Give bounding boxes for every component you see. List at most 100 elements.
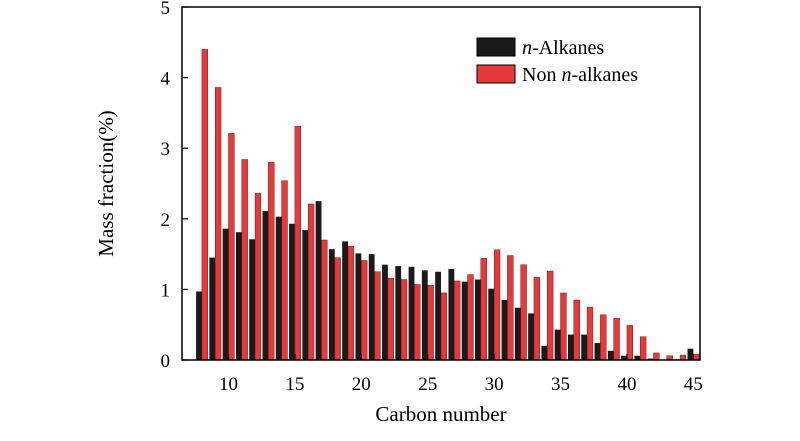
bar-non-n-alkanes-c41 [640,336,647,361]
x-tick-label: 10 [219,374,238,395]
legend-label-non-n-alkanes-pre: Non [522,64,561,86]
bar-n-alkanes-c10 [222,228,229,360]
legend-label-non-n-alkanes-rest: -alkanes [571,64,638,86]
bar-non-n-alkanes-c26 [440,292,448,361]
bar-non-n-alkanes-c13 [268,162,275,361]
bar-non-n-alkanes-c38 [600,314,607,361]
y-axis: 0 1 2 3 4 5 [161,0,188,372]
bar-non-n-alkanes-c18 [334,257,341,361]
bar-non-n-alkanes-c11 [241,159,248,361]
y-tick-label: 3 [161,139,171,160]
legend-label-non-n-alkanes-italic: n [561,64,571,86]
bar-n-alkanes-c22 [382,264,388,360]
bar-n-alkanes-c23 [395,266,402,360]
bar-non-n-alkanes-c23 [400,279,408,361]
bar-non-n-alkanes-c22 [387,277,394,361]
bar-n-alkanes-c28 [461,281,468,360]
legend: n-Alkanes Non n-alkanes [476,37,638,86]
legend-label-n-alkanes-italic: n [522,37,532,59]
y-tick-label: 4 [161,69,171,90]
bar-n-alkanes-c21 [368,254,375,360]
bar-non-n-alkanes-c36 [573,299,580,361]
bar-non-n-alkanes-c8 [201,49,208,361]
bar-n-alkanes-c40 [621,355,627,360]
bar-non-n-alkanes-c37 [586,306,594,361]
y-tick-label: 1 [161,280,171,301]
bar-non-n-alkanes-c27 [454,280,461,361]
bar-n-alkanes-c39 [607,350,614,360]
y-axis-title: Mass fraction(%) [94,110,118,256]
x-axis-title: Carbon number [375,402,506,426]
bar-non-n-alkanes-c12 [254,193,262,361]
legend-swatch-non-n-alkanes [476,64,516,84]
bar-non-n-alkanes-c10 [228,133,235,361]
bar-non-n-alkanes-c29 [480,258,487,361]
bar-n-alkanes-c19 [342,241,349,360]
bar-non-n-alkanes-c9 [215,87,222,361]
bar-non-n-alkanes-c40 [626,325,633,361]
bar-n-alkanes-c32 [514,307,521,360]
bar-non-n-alkanes-c24 [414,284,421,361]
bar-non-n-alkanes-c45 [693,354,700,361]
bar-n-alkanes-c8 [196,291,202,360]
bar-n-alkanes-c29 [475,279,481,360]
bar-n-alkanes-c25 [421,270,428,360]
legend-label-n-alkanes: n-Alkanes [522,37,604,59]
bar-non-n-alkanes-c14 [281,180,288,361]
bar-non-n-alkanes-c42 [653,352,660,361]
bar-n-alkanes-c12 [249,239,256,360]
legend-label-n-alkanes-rest: -Alkanes [532,37,604,59]
x-tick-label: 20 [352,374,371,395]
plot-frame [181,6,701,361]
x-tick-label: 40 [617,374,636,395]
bar-non-n-alkanes-c35 [560,292,567,361]
bar-non-n-alkanes-c28 [467,274,474,361]
bar-non-n-alkanes-c19 [347,246,355,361]
x-tick-label: 15 [285,374,304,395]
bar-n-alkanes-c37 [581,334,588,360]
bar-n-alkanes-c33 [528,313,534,360]
x-axis: 10 15 20 25 30 35 40 45 [219,354,703,395]
x-tick-label: 45 [684,374,703,395]
bar-n-alkanes-c36 [567,334,574,360]
bar-non-n-alkanes-c34 [547,270,554,361]
legend-swatch-n-alkanes [476,37,516,57]
y-tick-label: 0 [161,351,171,372]
bar-non-n-alkanes-c39 [613,318,620,361]
bar-non-n-alkanes-c30 [493,249,501,361]
bar-n-alkanes-c16 [302,230,309,360]
bar-n-alkanes-c14 [275,216,282,360]
bar-non-n-alkanes-c32 [520,264,527,361]
bar-n-alkanes-c41 [634,355,641,360]
bar-n-alkanes-c13 [262,211,269,360]
bar-n-alkanes-c27 [448,268,455,360]
bar-non-n-alkanes-c33 [533,277,541,361]
bar-n-alkanes-c45 [687,348,694,360]
legend-label-non-n-alkanes: Non n-alkanes [522,64,638,86]
x-tick-label: 35 [551,374,570,395]
bar-non-n-alkanes-c15 [294,126,301,361]
bar-non-n-alkanes-c20 [361,260,368,361]
x-tick-label: 25 [418,374,437,395]
bar-non-n-alkanes-c21 [374,271,381,361]
bar-n-alkanes-c31 [501,299,508,360]
bar-non-n-alkanes-c16 [307,203,315,361]
bar-n-alkanes-c38 [594,343,601,360]
bar-n-alkanes-c15 [289,223,295,360]
bar-non-n-alkanes-c17 [321,239,328,361]
bar-non-n-alkanes-c31 [507,255,514,361]
y-tick-label: 5 [161,0,171,19]
bar-n-alkanes-c17 [315,201,322,360]
bar-n-alkanes-c35 [554,329,561,360]
bar-n-alkanes-c30 [488,288,495,360]
y-tick-label: 2 [161,210,171,231]
bars-group [196,49,700,361]
bar-n-alkanes-c11 [235,232,242,360]
bar-non-n-alkanes-c25 [427,284,434,361]
bar-n-alkanes-c9 [209,257,216,360]
bar-n-alkanes-c18 [328,249,335,360]
bar-n-alkanes-c20 [355,253,362,360]
bar-n-alkanes-c34 [541,345,548,360]
x-tick-label: 30 [485,374,504,395]
